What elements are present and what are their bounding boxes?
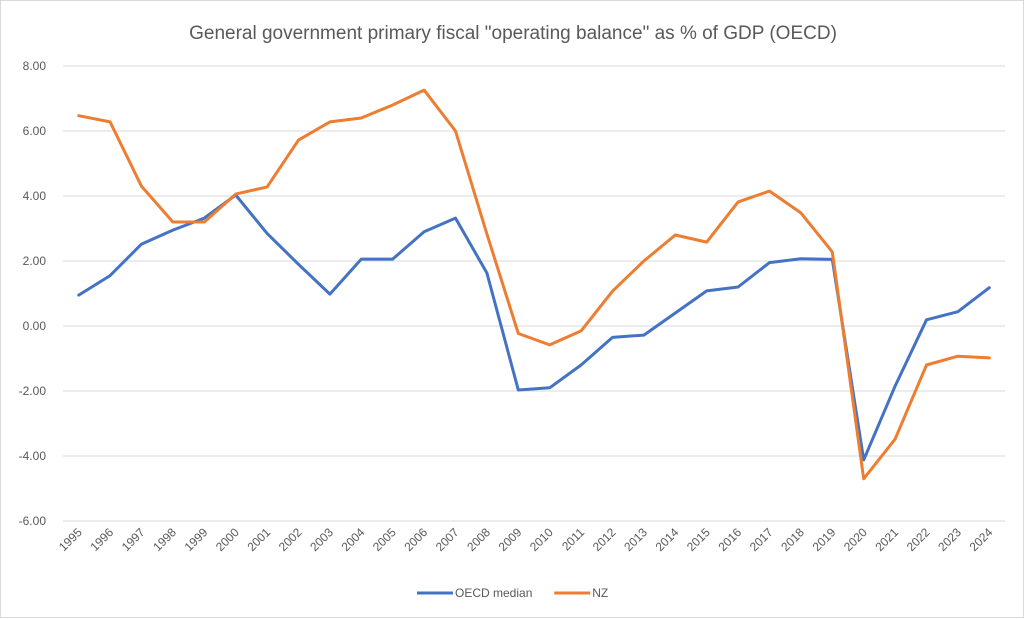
x-tick-label: 2011: [559, 525, 587, 553]
x-tick-label: 2008: [464, 525, 493, 554]
x-tick-label: 2018: [778, 525, 807, 554]
series-line-oecd-median: [79, 195, 990, 460]
x-tick-label: 1995: [56, 525, 85, 554]
x-tick-label: 2023: [935, 525, 964, 554]
y-tick-label: 6.00: [23, 124, 47, 138]
x-tick-label: 2016: [715, 525, 744, 554]
y-tick-label: 8.00: [23, 59, 47, 73]
x-tick-label: 1998: [150, 525, 179, 554]
series-lines: [79, 90, 990, 479]
x-tick-label: 2021: [872, 525, 901, 554]
x-tick-label: 2020: [841, 525, 870, 554]
x-tick-label: 1997: [119, 525, 148, 554]
y-tick-label: 4.00: [23, 189, 47, 203]
x-tick-label: 2004: [339, 525, 368, 554]
y-tick-label: -4.00: [19, 449, 47, 463]
x-tick-label: 2001: [244, 525, 273, 554]
y-tick-label: 2.00: [23, 254, 47, 268]
y-tick-label: -6.00: [19, 514, 47, 528]
y-axis-ticks: 8.00 6.00 4.00 2.00 0.00 -2.00 -4.00 -6.00: [19, 59, 47, 528]
y-tick-label: 0.00: [23, 319, 47, 333]
y-tick-label: -2.00: [19, 384, 47, 398]
chart-title: General government primary fiscal "opera…: [189, 23, 837, 44]
x-tick-label: 2019: [810, 525, 839, 554]
legend-label: NZ: [592, 586, 608, 600]
x-tick-label: 2012: [590, 525, 619, 554]
x-tick-label: 2022: [904, 525, 933, 554]
x-tick-label: 2010: [527, 525, 556, 554]
x-tick-label: 1999: [182, 525, 211, 554]
x-tick-label: 2007: [433, 525, 462, 554]
x-tick-label: 2013: [621, 525, 650, 554]
x-tick-label: 2005: [370, 525, 399, 554]
x-tick-label: 1996: [87, 525, 116, 554]
x-tick-label: 2014: [653, 525, 682, 554]
x-tick-label: 2024: [967, 525, 996, 554]
x-tick-label: 2006: [401, 525, 430, 554]
x-tick-label: 2017: [747, 525, 776, 554]
legend-label: OECD median: [455, 586, 532, 600]
x-tick-label: 2000: [213, 525, 242, 554]
legend: OECD median NZ: [417, 586, 608, 600]
series-line-nz: [79, 90, 990, 479]
x-tick-label: 2009: [496, 525, 525, 554]
x-tick-label: 2002: [276, 525, 305, 554]
x-tick-label: 2003: [307, 525, 336, 554]
x-tick-label: 2015: [684, 525, 713, 554]
